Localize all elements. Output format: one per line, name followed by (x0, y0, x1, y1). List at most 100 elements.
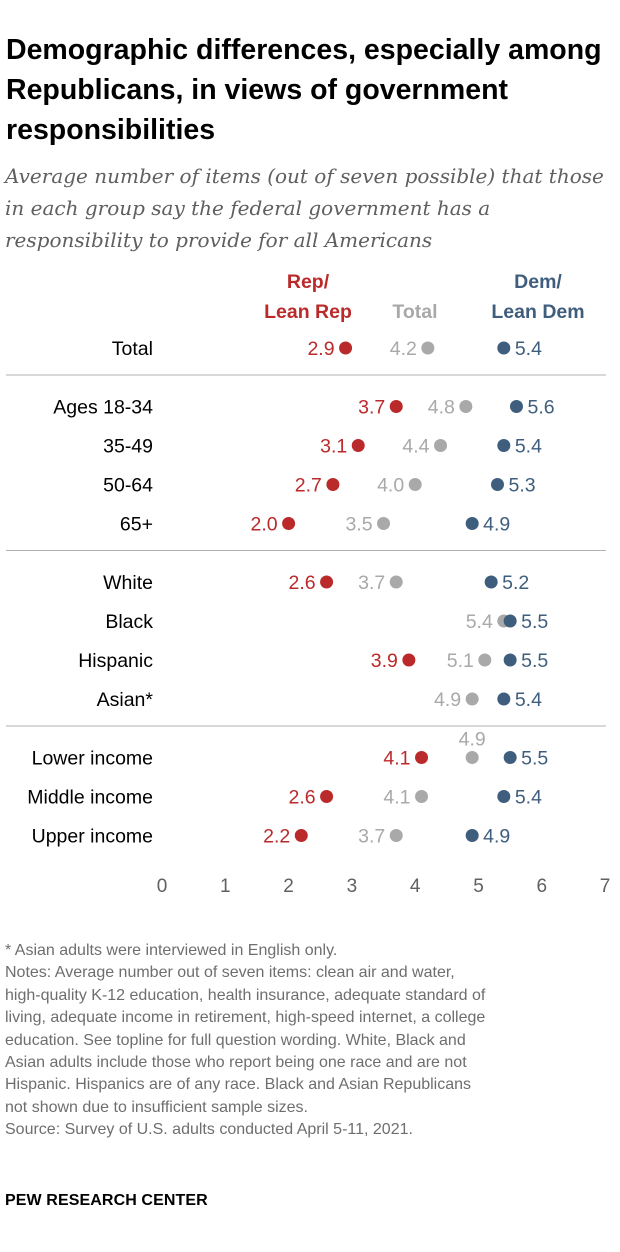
value-label-total: 4.0 (377, 475, 404, 497)
chart-notes: * Asian adults were interviewed in Engli… (5, 940, 605, 1142)
chart-subtitle: Average number of items (out of seven po… (5, 164, 604, 252)
value-label-dem: 5.6 (527, 397, 554, 419)
x-tick-label: 2 (283, 876, 294, 897)
value-label-rep: 2.6 (288, 572, 315, 594)
row-label: 35-49 (103, 436, 153, 458)
dot-rep (351, 439, 365, 452)
x-tick-label: 7 (600, 876, 611, 897)
x-tick-label: 5 (473, 876, 484, 897)
dot-rep (339, 341, 353, 355)
value-label-rep: 2.2 (263, 826, 290, 848)
value-label-rep: 2.7 (295, 475, 322, 497)
x-tick-label: 0 (157, 876, 168, 897)
value-label-dem: 5.5 (521, 748, 548, 770)
value-label-total: 5.4 (466, 611, 493, 633)
row-label: White (103, 572, 153, 594)
dot-dem (497, 341, 511, 355)
dot-dem (503, 751, 517, 764)
value-label-rep: 3.9 (371, 650, 398, 672)
value-label-dem: 5.4 (515, 436, 542, 458)
row-label: Ages 18-34 (53, 397, 153, 419)
chart-title: Demographic differences, especially amon… (6, 34, 602, 146)
dot-total (465, 751, 479, 764)
x-tick-label: 1 (220, 876, 231, 897)
dot-total (415, 790, 429, 803)
value-label-total: 4.4 (402, 436, 429, 458)
note-line: education. See topline for full question… (5, 1031, 466, 1049)
row-label: Upper income (32, 826, 153, 848)
value-label-dem: 4.9 (483, 514, 510, 536)
value-label-rep: 2.0 (250, 514, 277, 536)
value-label-total: 3.7 (358, 572, 385, 594)
dot-dem (484, 575, 498, 589)
value-label-total: 4.8 (428, 397, 455, 419)
value-label-rep: 3.7 (358, 397, 385, 419)
dot-total (421, 341, 435, 355)
dot-dem (465, 829, 479, 842)
row-label: 65+ (120, 514, 153, 536)
value-label-dem: 5.5 (521, 650, 548, 672)
value-label-dem: 5.4 (515, 787, 542, 809)
x-tick-label: 3 (347, 876, 358, 897)
dot-total (408, 478, 422, 491)
legend-total-label: Total (392, 301, 437, 323)
x-tick-label: 6 (537, 876, 548, 897)
x-tick-label: 4 (410, 876, 421, 897)
value-label-total: 4.1 (383, 787, 410, 809)
row-label: Middle income (27, 787, 153, 809)
value-label-dem: 5.5 (521, 611, 548, 633)
legend-rep-label: Lean Rep (264, 301, 352, 323)
dot-rep (320, 575, 334, 589)
dot-total (459, 400, 473, 413)
dot-dem (497, 790, 511, 803)
value-label-total: 4.2 (390, 338, 417, 360)
dot-rep (415, 751, 429, 764)
value-label-dem: 5.4 (515, 338, 542, 360)
row-label: Lower income (32, 748, 153, 770)
value-label-total: 3.7 (358, 826, 385, 848)
dot-rep (326, 478, 340, 491)
value-label-total: 3.5 (345, 514, 372, 536)
dot-total (389, 829, 403, 842)
row-label: 50-64 (103, 475, 153, 497)
note-line: high-quality K-12 education, health insu… (5, 986, 486, 1004)
dot-dem (465, 517, 479, 530)
dot-rep (294, 829, 308, 842)
dot-total (377, 517, 391, 530)
value-label-total: 5.1 (447, 650, 474, 672)
value-label-rep: 2.6 (288, 787, 315, 809)
legend-dem-label: Dem/ (514, 271, 562, 293)
row-label: Asian* (97, 689, 154, 711)
dot-dem (490, 478, 504, 491)
value-label-total: 4.9 (459, 729, 486, 751)
legend-rep-label: Rep/ (287, 271, 330, 293)
dot-plot-chart: Rep/Lean Rep Total Dem/Lean Dem Total 2.9 4.2… (6, 271, 611, 897)
dot-rep (320, 790, 334, 803)
value-label-dem: 5.3 (508, 475, 535, 497)
value-label-total: 4.9 (434, 689, 461, 711)
source-brand: PEW RESEARCH CENTER (5, 1192, 208, 1209)
value-label-rep: 3.1 (320, 436, 347, 458)
dot-rep (402, 653, 416, 667)
note-line: not shown due to insufficient sample siz… (5, 1098, 308, 1116)
row-label: Hispanic (78, 650, 153, 672)
note-line: Notes: Average number out of seven items… (5, 964, 455, 982)
dot-total (465, 692, 479, 706)
dot-rep (282, 517, 296, 530)
value-label-rep: 2.9 (307, 338, 334, 360)
row-label: Black (105, 611, 153, 633)
value-label-dem: 5.2 (502, 572, 529, 594)
value-label-rep: 4.1 (383, 748, 410, 770)
dot-dem (503, 614, 517, 628)
source-note: Source: Survey of U.S. adults conducted … (5, 1121, 413, 1139)
note-line: living, adequate income in retirement, h… (5, 1009, 486, 1027)
dot-total (478, 653, 492, 667)
note-line: * Asian adults were interviewed in Engli… (5, 942, 338, 959)
dot-dem (503, 653, 517, 667)
note-line: Asian adults include those who report be… (5, 1054, 467, 1072)
value-label-dem: 4.9 (483, 826, 510, 848)
dot-total (389, 575, 403, 589)
value-label-dem: 5.4 (515, 689, 542, 711)
dot-rep (389, 400, 403, 413)
row-label: Total (112, 338, 153, 360)
